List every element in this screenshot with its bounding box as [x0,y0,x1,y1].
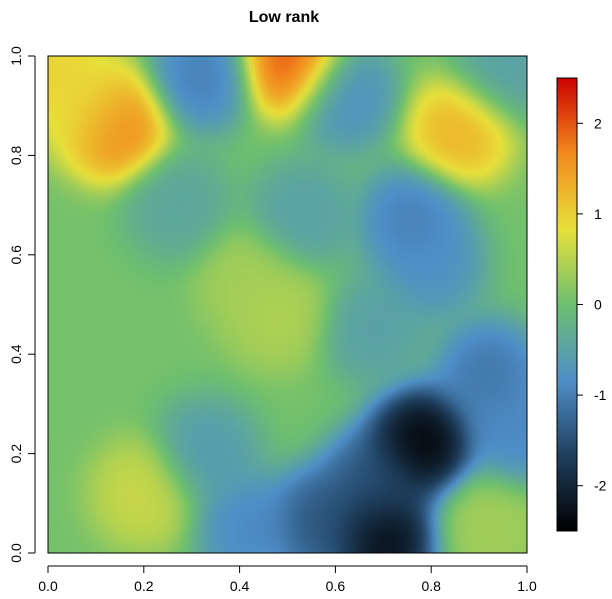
y-tick-label: 0.8 [8,145,24,165]
x-tick-label: 1.0 [517,578,537,594]
x-tick-label: 0.0 [38,578,58,594]
colorbar-tick-label: -1 [594,387,607,403]
y-tick-label: 0.0 [8,543,24,563]
colorbar: -2 -1 0 1 2 [556,77,607,532]
y-tick-label: 1.0 [8,46,24,66]
plot-frame [47,55,528,554]
y-axis: 0.0 0.2 0.4 0.6 0.8 1.0 [8,46,36,563]
x-tick-label: 0.6 [326,578,346,594]
colorbar-tick-label: 2 [594,115,602,131]
x-axis: 0.0 0.2 0.4 0.6 0.8 1.0 [38,565,537,594]
colorbar-gradient [556,77,578,532]
x-tick-label: 0.2 [134,578,154,594]
x-tick-label: 0.4 [230,578,250,594]
colorbar-tick-label: 0 [594,297,602,313]
y-tick-label: 0.4 [8,344,24,364]
y-tick-label: 0.6 [8,245,24,265]
heatmap-area [47,55,528,554]
y-tick-label: 0.2 [8,444,24,464]
colorbar-tick-label: -2 [594,478,607,494]
colorbar-tick-label: 1 [594,206,602,222]
x-tick-label: 0.8 [421,578,441,594]
chart-title: Low rank [249,9,319,26]
heatmap-image [48,56,527,553]
